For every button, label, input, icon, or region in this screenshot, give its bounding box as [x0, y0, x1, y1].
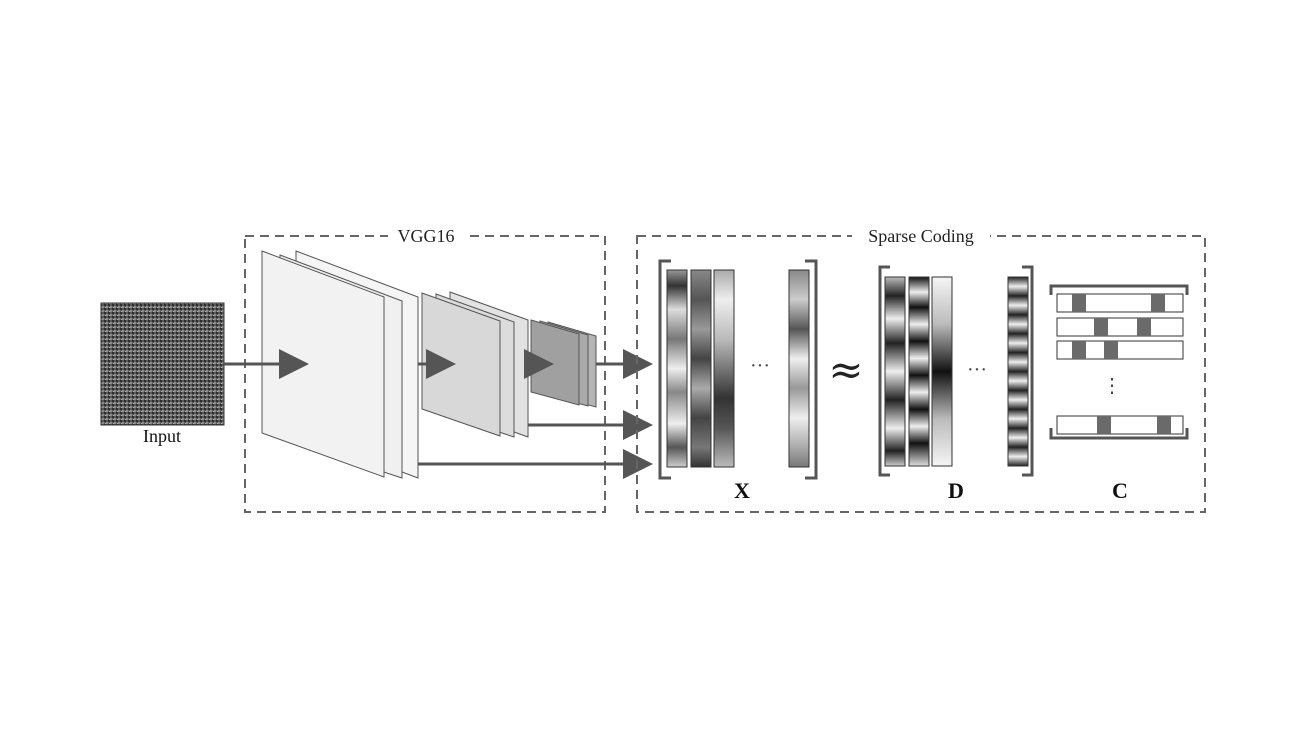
- sparse-coding-box: [636, 235, 1206, 513]
- matrix-d: [878, 265, 1034, 477]
- matrix-c-label: C: [1112, 478, 1128, 503]
- sparse-coding-title-bg: [852, 224, 990, 248]
- x-column: [713, 269, 735, 468]
- x-column: [788, 269, 810, 468]
- input-label: Input: [143, 426, 181, 446]
- vgg16-title: VGG16: [398, 226, 455, 246]
- conv-stage-2: [421, 291, 529, 438]
- c-row: [1056, 293, 1184, 313]
- c-row: [1056, 415, 1184, 435]
- matrix-x-label: X: [734, 478, 750, 503]
- matrix-x: [658, 259, 818, 480]
- d-atom: [931, 276, 953, 467]
- conv-stage-1: [261, 250, 419, 479]
- matrix-d-label: D: [948, 478, 964, 503]
- d-ellipsis: ···: [967, 359, 987, 381]
- c-ellipsis: ⋮: [1102, 375, 1122, 397]
- x-column: [690, 269, 712, 468]
- x-column: [666, 269, 688, 468]
- d-atom: [1007, 276, 1029, 467]
- input-image: [100, 302, 225, 426]
- vgg16-title-bg: [388, 224, 464, 248]
- d-atom: [884, 276, 906, 467]
- c-row: [1056, 317, 1184, 337]
- c-row: [1056, 340, 1184, 360]
- matrix-c: [1049, 284, 1189, 440]
- sparse-coding-title: Sparse Coding: [868, 226, 974, 246]
- d-atom: [908, 276, 930, 467]
- approx-symbol: ≈: [828, 345, 863, 394]
- x-ellipsis: ···: [750, 355, 770, 377]
